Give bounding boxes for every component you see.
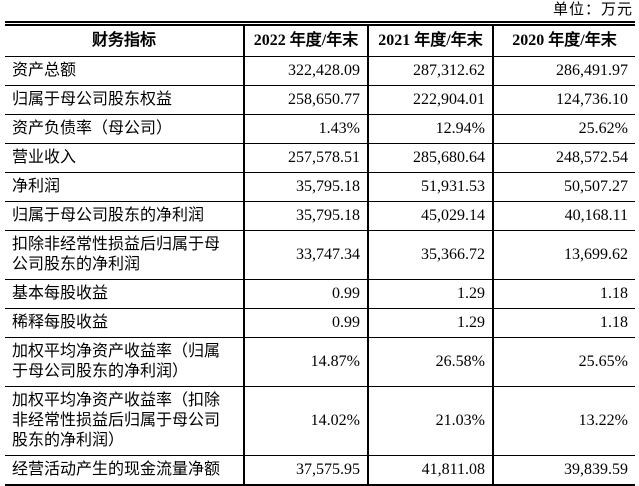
value-2022: 0.99	[243, 308, 368, 338]
value-2021: 285,680.64	[367, 143, 493, 173]
value-2021: 1.29	[367, 308, 493, 338]
value-2021: 12.94%	[367, 114, 493, 144]
value-2022: 33,747.34	[243, 230, 368, 280]
table-row: 资产总额 322,428.09 287,312.62 286,491.97	[5, 56, 635, 86]
value-2020: 50,507.27	[492, 172, 635, 202]
value-2020: 39,839.59	[492, 455, 635, 486]
col-header-2021: 2021 年度/年末	[367, 23, 493, 57]
indicator-label: 稀释每股收益	[5, 308, 244, 338]
value-2020: 248,572.54	[492, 143, 635, 173]
value-2021: 21.03%	[367, 386, 493, 456]
indicator-label: 归属于母公司股东的净利润	[5, 201, 244, 231]
indicator-label: 经营活动产生的现金流量净额	[5, 455, 244, 486]
table-row: 归属于母公司股东的净利润 35,795.18 45,029.14 40,168.…	[5, 201, 635, 231]
table-row: 营业收入 257,578.51 285,680.64 248,572.54	[5, 143, 635, 173]
header-row: 财务指标 2022 年度/年末 2021 年度/年末 2020 年度/年末	[5, 23, 635, 57]
value-2021: 41,811.08	[367, 455, 493, 486]
indicator-label: 归属于母公司股东权益	[5, 85, 244, 115]
financial-indicators-table: 财务指标 2022 年度/年末 2021 年度/年末 2020 年度/年末 资产…	[5, 21, 635, 486]
indicator-label: 营业收入	[5, 143, 244, 173]
table-row: 经营活动产生的现金流量净额 37,575.95 41,811.08 39,839…	[5, 455, 635, 486]
table-row: 资产负债率（母公司） 1.43% 12.94% 25.62%	[5, 114, 635, 144]
value-2020: 25.65%	[492, 337, 635, 387]
value-2022: 35,795.18	[243, 172, 368, 202]
value-2022: 14.02%	[243, 386, 368, 456]
value-2021: 51,931.53	[367, 172, 493, 202]
table-row: 加权平均净资产收益率（扣除非经常性损益后归属于母公司股东的净利润） 14.02%…	[5, 386, 635, 456]
indicator-label: 净利润	[5, 172, 244, 202]
value-2021: 35,366.72	[367, 230, 493, 280]
value-2022: 0.99	[243, 279, 368, 309]
col-header-2020: 2020 年度/年末	[492, 23, 635, 57]
table-row: 基本每股收益 0.99 1.29 1.18	[5, 279, 635, 309]
indicator-label: 加权平均净资产收益率（扣除非经常性损益后归属于母公司股东的净利润）	[5, 386, 244, 456]
value-2021: 287,312.62	[367, 56, 493, 86]
indicator-label: 扣除非经常性损益后归属于母公司股东的净利润	[5, 230, 244, 280]
col-header-2022: 2022 年度/年末	[243, 23, 368, 57]
table-row: 稀释每股收益 0.99 1.29 1.18	[5, 308, 635, 338]
value-2020: 13,699.62	[492, 230, 635, 280]
value-2020: 1.18	[492, 308, 635, 338]
table-row: 净利润 35,795.18 51,931.53 50,507.27	[5, 172, 635, 202]
unit-label: 单位：万元	[552, 2, 633, 18]
indicator-label: 基本每股收益	[5, 279, 244, 309]
value-2022: 14.87%	[243, 337, 368, 387]
value-2020: 13.22%	[492, 386, 635, 456]
value-2022: 35,795.18	[243, 201, 368, 231]
value-2021: 45,029.14	[367, 201, 493, 231]
indicator-label: 加权平均净资产收益率（归属于母公司股东的净利润）	[5, 337, 244, 387]
table-row: 加权平均净资产收益率（归属于母公司股东的净利润） 14.87% 26.58% 2…	[5, 337, 635, 387]
value-2022: 1.43%	[243, 114, 368, 144]
value-2022: 258,650.77	[243, 85, 368, 115]
value-2021: 1.29	[367, 279, 493, 309]
col-header-indicator: 财务指标	[5, 23, 244, 57]
value-2022: 322,428.09	[243, 56, 368, 86]
value-2022: 257,578.51	[243, 143, 368, 173]
value-2021: 26.58%	[367, 337, 493, 387]
value-2022: 37,575.95	[243, 455, 368, 486]
value-2020: 25.62%	[492, 114, 635, 144]
value-2021: 222,904.01	[367, 85, 493, 115]
indicator-label: 资产负债率（母公司）	[5, 114, 244, 144]
value-2020: 286,491.97	[492, 56, 635, 86]
table-row: 扣除非经常性损益后归属于母公司股东的净利润 33,747.34 35,366.7…	[5, 230, 635, 280]
value-2020: 40,168.11	[492, 201, 635, 231]
indicator-label: 资产总额	[5, 56, 244, 86]
table-row: 归属于母公司股东权益 258,650.77 222,904.01 124,736…	[5, 85, 635, 115]
value-2020: 124,736.10	[492, 85, 635, 115]
value-2020: 1.18	[492, 279, 635, 309]
